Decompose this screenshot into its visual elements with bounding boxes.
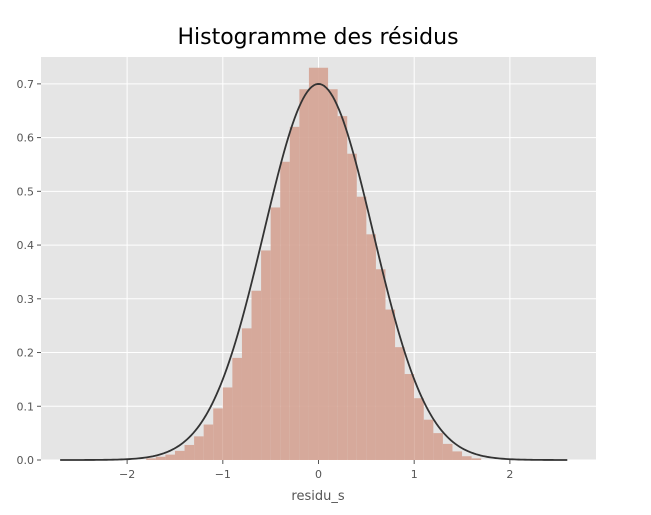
x-tick-label: 1	[411, 468, 418, 481]
y-tick-label: 0.0	[17, 454, 35, 467]
histogram-bar	[251, 290, 262, 460]
y-tick-label: 0.4	[17, 239, 35, 252]
x-tick-label: 0	[315, 468, 322, 481]
histogram-bar	[328, 89, 338, 461]
histogram-bar	[414, 398, 424, 460]
chart-title: Histogramme des résidus	[177, 25, 458, 50]
density-curve-layer	[60, 83, 568, 461]
x-tick-label: −1	[215, 468, 231, 481]
y-tick-label: 0.7	[17, 78, 35, 91]
histogram-bar	[280, 161, 290, 460]
y-tick-label: 0.5	[17, 185, 35, 198]
histogram-bar	[241, 328, 252, 460]
histogram-bar	[213, 408, 223, 460]
histogram-bar	[222, 387, 233, 460]
histogram-bar	[155, 456, 166, 460]
x-tick-label: 2	[506, 468, 513, 481]
axis-ticks: −2 −1 0 1 2 0.0 0.1 0.2 0.3 0.4 0.5 0.6 0.7	[17, 78, 514, 481]
histogram-bar	[366, 234, 376, 460]
histogram-bar	[318, 67, 329, 460]
histogram-bar	[452, 451, 463, 460]
histogram-bar	[194, 436, 204, 460]
histogram-bar	[423, 419, 434, 460]
histogram-bar	[385, 309, 396, 460]
histogram-bar	[471, 458, 482, 460]
y-tick-label: 0.1	[17, 400, 35, 413]
histogram-bar	[174, 450, 185, 460]
density-curve	[60, 83, 568, 461]
histogram-bar	[337, 116, 348, 461]
histogram-bar	[261, 250, 271, 460]
y-tick-label: 0.2	[17, 347, 35, 360]
histogram-bar	[462, 456, 472, 460]
histogram-bar	[270, 207, 281, 460]
x-tick-label: −2	[119, 468, 135, 481]
histogram-bar	[308, 67, 319, 460]
histogram-bar	[232, 357, 242, 460]
histogram-bar	[442, 443, 453, 460]
histogram-bar	[404, 374, 415, 460]
histogram-bar	[203, 424, 214, 460]
y-tick-label: 0.3	[17, 293, 35, 306]
histogram-bar	[395, 347, 405, 460]
histogram-bars	[146, 67, 482, 461]
histogram-bar	[165, 454, 175, 460]
histogram-bar	[433, 433, 443, 460]
histogram-bar	[356, 196, 367, 460]
x-axis-label: residu_s	[291, 489, 344, 504]
histogram-bar	[289, 126, 300, 460]
histogram-bar	[375, 269, 386, 460]
histogram-bar	[146, 458, 156, 460]
histogram-bar	[347, 153, 357, 460]
histogram-bar	[299, 89, 309, 461]
histogram-bar	[184, 444, 195, 460]
y-tick-label: 0.6	[17, 132, 35, 145]
